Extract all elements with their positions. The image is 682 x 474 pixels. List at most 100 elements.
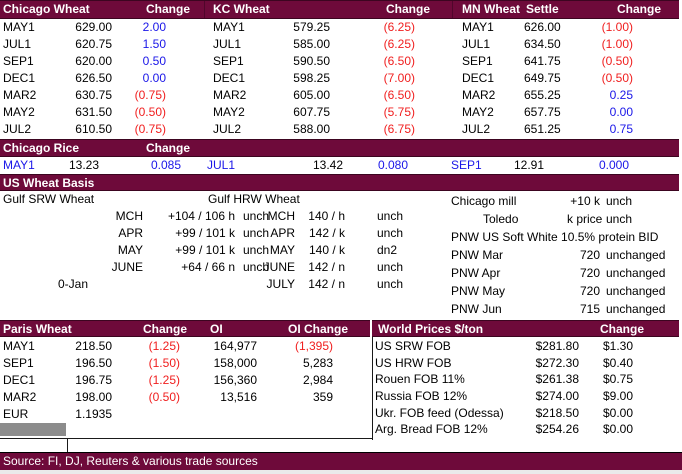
contract-cell: MAY1 (462, 20, 494, 34)
status-cell: unchanged (606, 302, 666, 316)
table-row: MAY1 629.00 2.00 (3, 19, 168, 36)
table-row: MCH 140 / h unch (208, 208, 420, 225)
change-cell: (6.50) (383, 54, 415, 68)
table-row: DEC1 649.75 (0.50) (462, 70, 634, 87)
market-cell: PNW Apr (451, 266, 501, 280)
paris-change-header: Change (143, 322, 188, 336)
header-divider (204, 1, 205, 18)
oi-cell: 13,516 (220, 390, 257, 404)
rice-header-bar: Chicago Rice Change (0, 139, 679, 157)
contract-cell: SEP1 (3, 356, 34, 370)
change-cell: $0.00 (602, 405, 633, 420)
change-cell: 2.00 (142, 20, 166, 34)
month-cell: APR (118, 226, 143, 240)
change-cell: 0.080 (377, 158, 408, 172)
table-row: MAY1 626.00 (1.00) (462, 19, 634, 36)
contract-cell: MAR2 (462, 88, 496, 102)
contract-cell: MAY1 (213, 20, 245, 34)
table-row: Rouen FOB 11% $261.38 $0.75 (375, 371, 659, 388)
table-row: MAY 140 / k dn2 (208, 242, 420, 259)
table-row: 0-Jan (3, 276, 275, 293)
table-row: DEC1 598.25 (7.00) (213, 70, 418, 87)
change-cell: (1.00) (601, 20, 633, 34)
table-row: MAY2 631.50 (0.50) (3, 104, 168, 121)
contract-cell: SEP1 (3, 54, 34, 68)
contract-cell: JUL2 (3, 122, 32, 136)
change-cell: (0.50) (601, 54, 633, 68)
change-cell: (0.50) (601, 71, 633, 85)
price-cell: 715 (579, 302, 600, 316)
contract-cell: MAY1 (3, 339, 35, 353)
month-cell: MCH (115, 209, 143, 223)
contract-cell: DEC1 (462, 71, 495, 85)
price-cell: 720 (579, 284, 600, 298)
paris-header-bar: Paris Wheat Change OI OI Change (0, 320, 370, 337)
price-cell: 196.50 (75, 356, 112, 370)
table-row: SEP1 196.50 (1.50) 158,000 5,283 (3, 355, 333, 372)
chicago-change-header: Change (146, 2, 191, 16)
change-cell: (0.75) (134, 88, 166, 102)
market-cell: Russia FOB 12% (375, 389, 468, 404)
mn-wheat-title: MN Wheat (462, 2, 520, 16)
change-cell: $0.00 (602, 422, 633, 437)
table-row: Ukr. FOB feed (Odessa) $218.50 $0.00 (375, 405, 659, 422)
change-cell: (7.00) (383, 71, 415, 85)
change-cell: (1.50) (148, 356, 180, 370)
selected-cell[interactable] (0, 423, 66, 436)
price-cell: +10 k (570, 194, 600, 208)
paris-wheat-title: Paris Wheat (3, 322, 72, 336)
market-cell: Rouen FOB 11% (375, 372, 465, 387)
month-cell: MAY (269, 243, 295, 257)
table-row: DEC1 196.75 (1.25) 156,360 2,984 (3, 372, 333, 389)
basis-title: US Wheat Basis (3, 176, 95, 190)
table-row: SEP1 641.75 (0.50) (462, 53, 634, 70)
price-cell: 585.00 (293, 37, 330, 51)
price-cell: $281.80 (535, 339, 579, 353)
settle-cell: 649.75 (524, 71, 561, 85)
change-cell: 0.085 (150, 158, 181, 172)
mn-settle-header: Settle (526, 2, 559, 16)
status-cell: unch (606, 212, 633, 226)
table-row: DEC1 626.50 0.00 (3, 70, 168, 87)
table-row: SEP1 590.50 (6.50) (213, 53, 418, 70)
futures-header-bar: Chicago Wheat Change KC Wheat Change MN … (0, 0, 679, 19)
price-cell: $261.38 (535, 372, 579, 387)
price-cell: 607.75 (293, 105, 330, 119)
table-row: JUL1 585.00 (6.25) (213, 36, 418, 53)
gulf-srw-table: MCH +104 / 106 h unch APR +99 / 101 k un… (3, 208, 275, 293)
table-row: JUL2 651.25 0.75 (462, 121, 634, 138)
rice-jul-group: JUL1 13.42 0.080 (207, 157, 408, 174)
paris-wheat-table: MAY1 218.50 (1.25) 164,977 (1,395) SEP1 … (3, 338, 333, 406)
contract-cell: SEP1 (451, 158, 482, 172)
contract-cell: SEP1 (462, 54, 493, 68)
market-cell: Toledo (483, 212, 519, 226)
table-row: APR 142 / k unch (208, 225, 420, 242)
basis-cell: +99 / 101 k (175, 226, 235, 240)
market-cell: Ukr. FOB feed (Odessa) (375, 405, 504, 420)
change-cell: (1.25) (148, 373, 180, 387)
contract-cell: MAR2 (3, 390, 37, 404)
table-row: US SRW FOB $281.80 $1.30 (375, 338, 659, 355)
table-row: EUR 1.1935 (3, 406, 333, 423)
table-row: PNW Apr 720 unchanged (445, 264, 682, 282)
rice-may-group: MAY1 13.23 0.085 (3, 157, 181, 174)
table-row: PNW May 720 unchanged (445, 282, 682, 300)
table-row: Arg. Bread FOB 12% $254.26 $0.00 (375, 421, 659, 438)
chicago-wheat-title: Chicago Wheat (3, 2, 90, 16)
price-cell: 605.00 (293, 88, 330, 102)
change-cell: 0.75 (609, 122, 633, 136)
contract-cell: MAY1 (3, 20, 35, 34)
currency-cell: EUR (3, 407, 29, 421)
change-cell: 0.50 (142, 54, 166, 68)
world-change-header: Change (600, 322, 645, 336)
month-cell: JULY (266, 277, 295, 291)
table-row: MCH +104 / 106 h unch (3, 208, 275, 225)
pnw-table: Chicago mill +10 k unch Toledo k price u… (445, 192, 682, 318)
price-cell: 13.42 (312, 158, 343, 172)
table-row: MAY2 657.75 0.00 (462, 104, 634, 121)
rice-sep-group: SEP1 12.91 0.000 (451, 157, 629, 174)
change-cell: (1.00) (601, 37, 633, 51)
change-cell: (6.25) (383, 37, 415, 51)
price-cell: 720 (579, 248, 600, 262)
